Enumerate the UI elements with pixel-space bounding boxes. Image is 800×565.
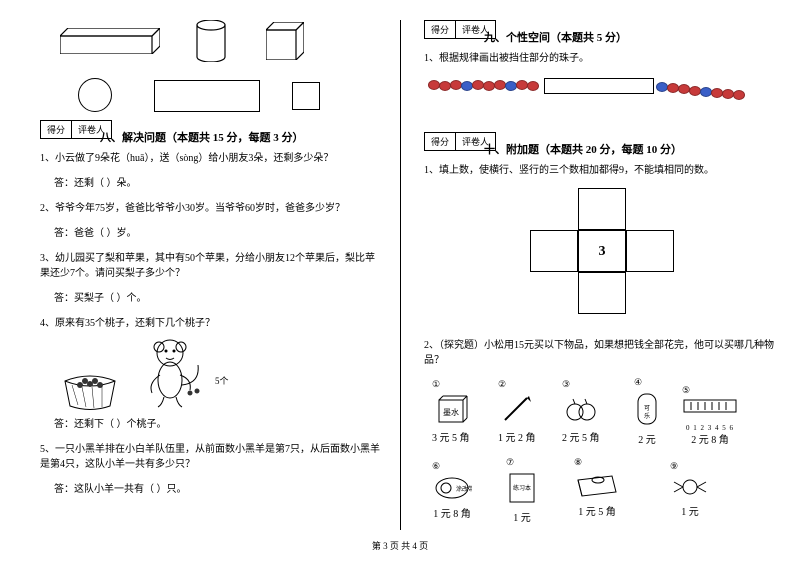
q8-5: 5、一只小黑羊排在小白羊队伍里，从前面数小黑羊是第7只，从后面数小黑羊是第4只，…	[40, 442, 380, 497]
shop-item: ⑦练习本1 元	[506, 456, 538, 526]
q9-1: 1、根据规律画出被挡住部分的珠子。	[424, 51, 780, 112]
geometry-shapes	[40, 20, 360, 120]
q10-2-text: 2、（探究题）小松用15元买以下物品，如果想把钱全部花完，他可以买哪几种物品？	[424, 338, 780, 368]
beads-pattern	[424, 72, 754, 112]
section-9-title: 九、个性空间（本题共 5 分）	[484, 29, 780, 45]
left-column: 得分 评卷人 八、解决问题（本题共 15 分，每题 3 分） 1、小云做了9朵花…	[0, 0, 400, 535]
shop-item: ③2 元 5 角	[562, 378, 600, 446]
shop-item: ④可乐2 元	[634, 376, 660, 448]
shop-item: ⑨1 元	[670, 460, 710, 520]
square-shape	[292, 82, 320, 110]
q8-2-text: 2、爷爷今年75岁，爸爸比爷爷小30岁。当爷爷60岁时，爸爸多少岁？	[40, 201, 380, 216]
q8-1-text: 1、小云做了9朵花（huā），送（sòng）给小朋友3朵，还剩多少朵？	[40, 151, 380, 166]
q8-2-answer: 答：爸爸（ ）岁。	[54, 226, 380, 241]
q8-2: 2、爷爷今年75岁，爸爸比爷爷小30岁。当爷爷60岁时，爸爸多少岁？ 答：爸爸（…	[40, 201, 380, 241]
score-cell: 得分	[425, 21, 456, 38]
monkey-illustration: 5个	[60, 335, 260, 415]
q8-3-text: 3、幼儿园买了梨和苹果，其中有50个苹果，分给小朋友12个苹果后，梨比苹果还少7…	[40, 251, 380, 281]
svg-text:可: 可	[644, 405, 650, 412]
shop-items: ①墨水3 元 5 角 ②1 元 2 角 ③2 元 5 角 ④可乐2 元 ⑤0 1 2 3…	[424, 374, 754, 544]
shop-item: ⑥涂改带1 元 8 角	[432, 460, 472, 522]
q8-4-count: 5个	[215, 375, 229, 389]
cross-left	[530, 230, 578, 272]
q8-1-answer: 答：还剩（ ）朵。	[54, 176, 380, 191]
section-10-title: 十、附加题（本题共 20 分，每题 10 分）	[484, 141, 780, 157]
q8-1: 1、小云做了9朵花（huā），送（sòng）给小朋友3朵，还剩多少朵？ 答：还剩…	[40, 151, 380, 191]
score-cell: 得分	[425, 133, 456, 150]
bead	[527, 81, 539, 91]
section-8-title: 八、解决问题（本题共 15 分，每题 3 分）	[100, 129, 380, 145]
cylinder-shape	[196, 20, 226, 62]
q9-1-text: 1、根据规律画出被挡住部分的珠子。	[424, 51, 780, 66]
column-divider	[400, 20, 401, 530]
right-column: 得分 评卷人 九、个性空间（本题共 5 分） 1、根据规律画出被挡住部分的珠子。…	[400, 0, 800, 535]
circle-shape	[78, 78, 112, 112]
score-cell: 得分	[41, 121, 72, 138]
rectangle-shape	[154, 80, 260, 112]
svg-text:涂改带: 涂改带	[456, 485, 472, 493]
cross-bottom	[578, 272, 626, 314]
cross-top	[578, 188, 626, 230]
q8-3: 3、幼儿园买了梨和苹果，其中有50个苹果，分给小朋友12个苹果后，梨比苹果还少7…	[40, 251, 380, 306]
cross-puzzle: 3	[522, 188, 682, 328]
q8-4: 4、原来有35个桃子，还剩下几个桃子？	[40, 316, 380, 432]
basket-icon	[60, 371, 120, 411]
svg-text:墨水: 墨水	[443, 407, 459, 417]
q8-5-answer: 答：这队小羊一共有（ ）只。	[54, 482, 380, 497]
cross-right	[626, 230, 674, 272]
cross-center: 3	[578, 230, 626, 272]
beads-cover	[544, 78, 654, 94]
cuboid-shape	[60, 28, 160, 54]
svg-text:乐: 乐	[644, 413, 650, 420]
q8-5-text: 5、一只小黑羊排在小白羊队伍里，从前面数小黑羊是第7只，从后面数小黑羊是第4只，…	[40, 442, 380, 472]
q8-4-answer: 答：还剩下（ ）个桃子。	[54, 417, 380, 432]
q10-1-text: 1、填上数，使横行、竖行的三个数相加都得9，不能填相同的数。	[424, 163, 780, 178]
q10-1: 1、填上数，使横行、竖行的三个数相加都得9，不能填相同的数。 3	[424, 163, 780, 328]
shop-item: ⑤0 1 2 3 4 5 62 元 8 角	[682, 384, 738, 448]
monkey-icon	[140, 335, 210, 410]
bead	[733, 90, 745, 100]
shop-item: ①墨水3 元 5 角	[432, 378, 470, 446]
cube-shape	[266, 22, 304, 60]
q8-3-answer: 答：买梨子（ ）个。	[54, 291, 380, 306]
shop-item: ⑧1 元 5 角	[574, 456, 620, 520]
shop-item: ②1 元 2 角	[498, 378, 536, 446]
q8-4-text: 4、原来有35个桃子，还剩下几个桃子？	[40, 316, 380, 331]
svg-text:练习本: 练习本	[513, 484, 531, 492]
q10-2: 2、（探究题）小松用15元买以下物品，如果想把钱全部花完，他可以买哪几种物品？ …	[424, 338, 780, 544]
